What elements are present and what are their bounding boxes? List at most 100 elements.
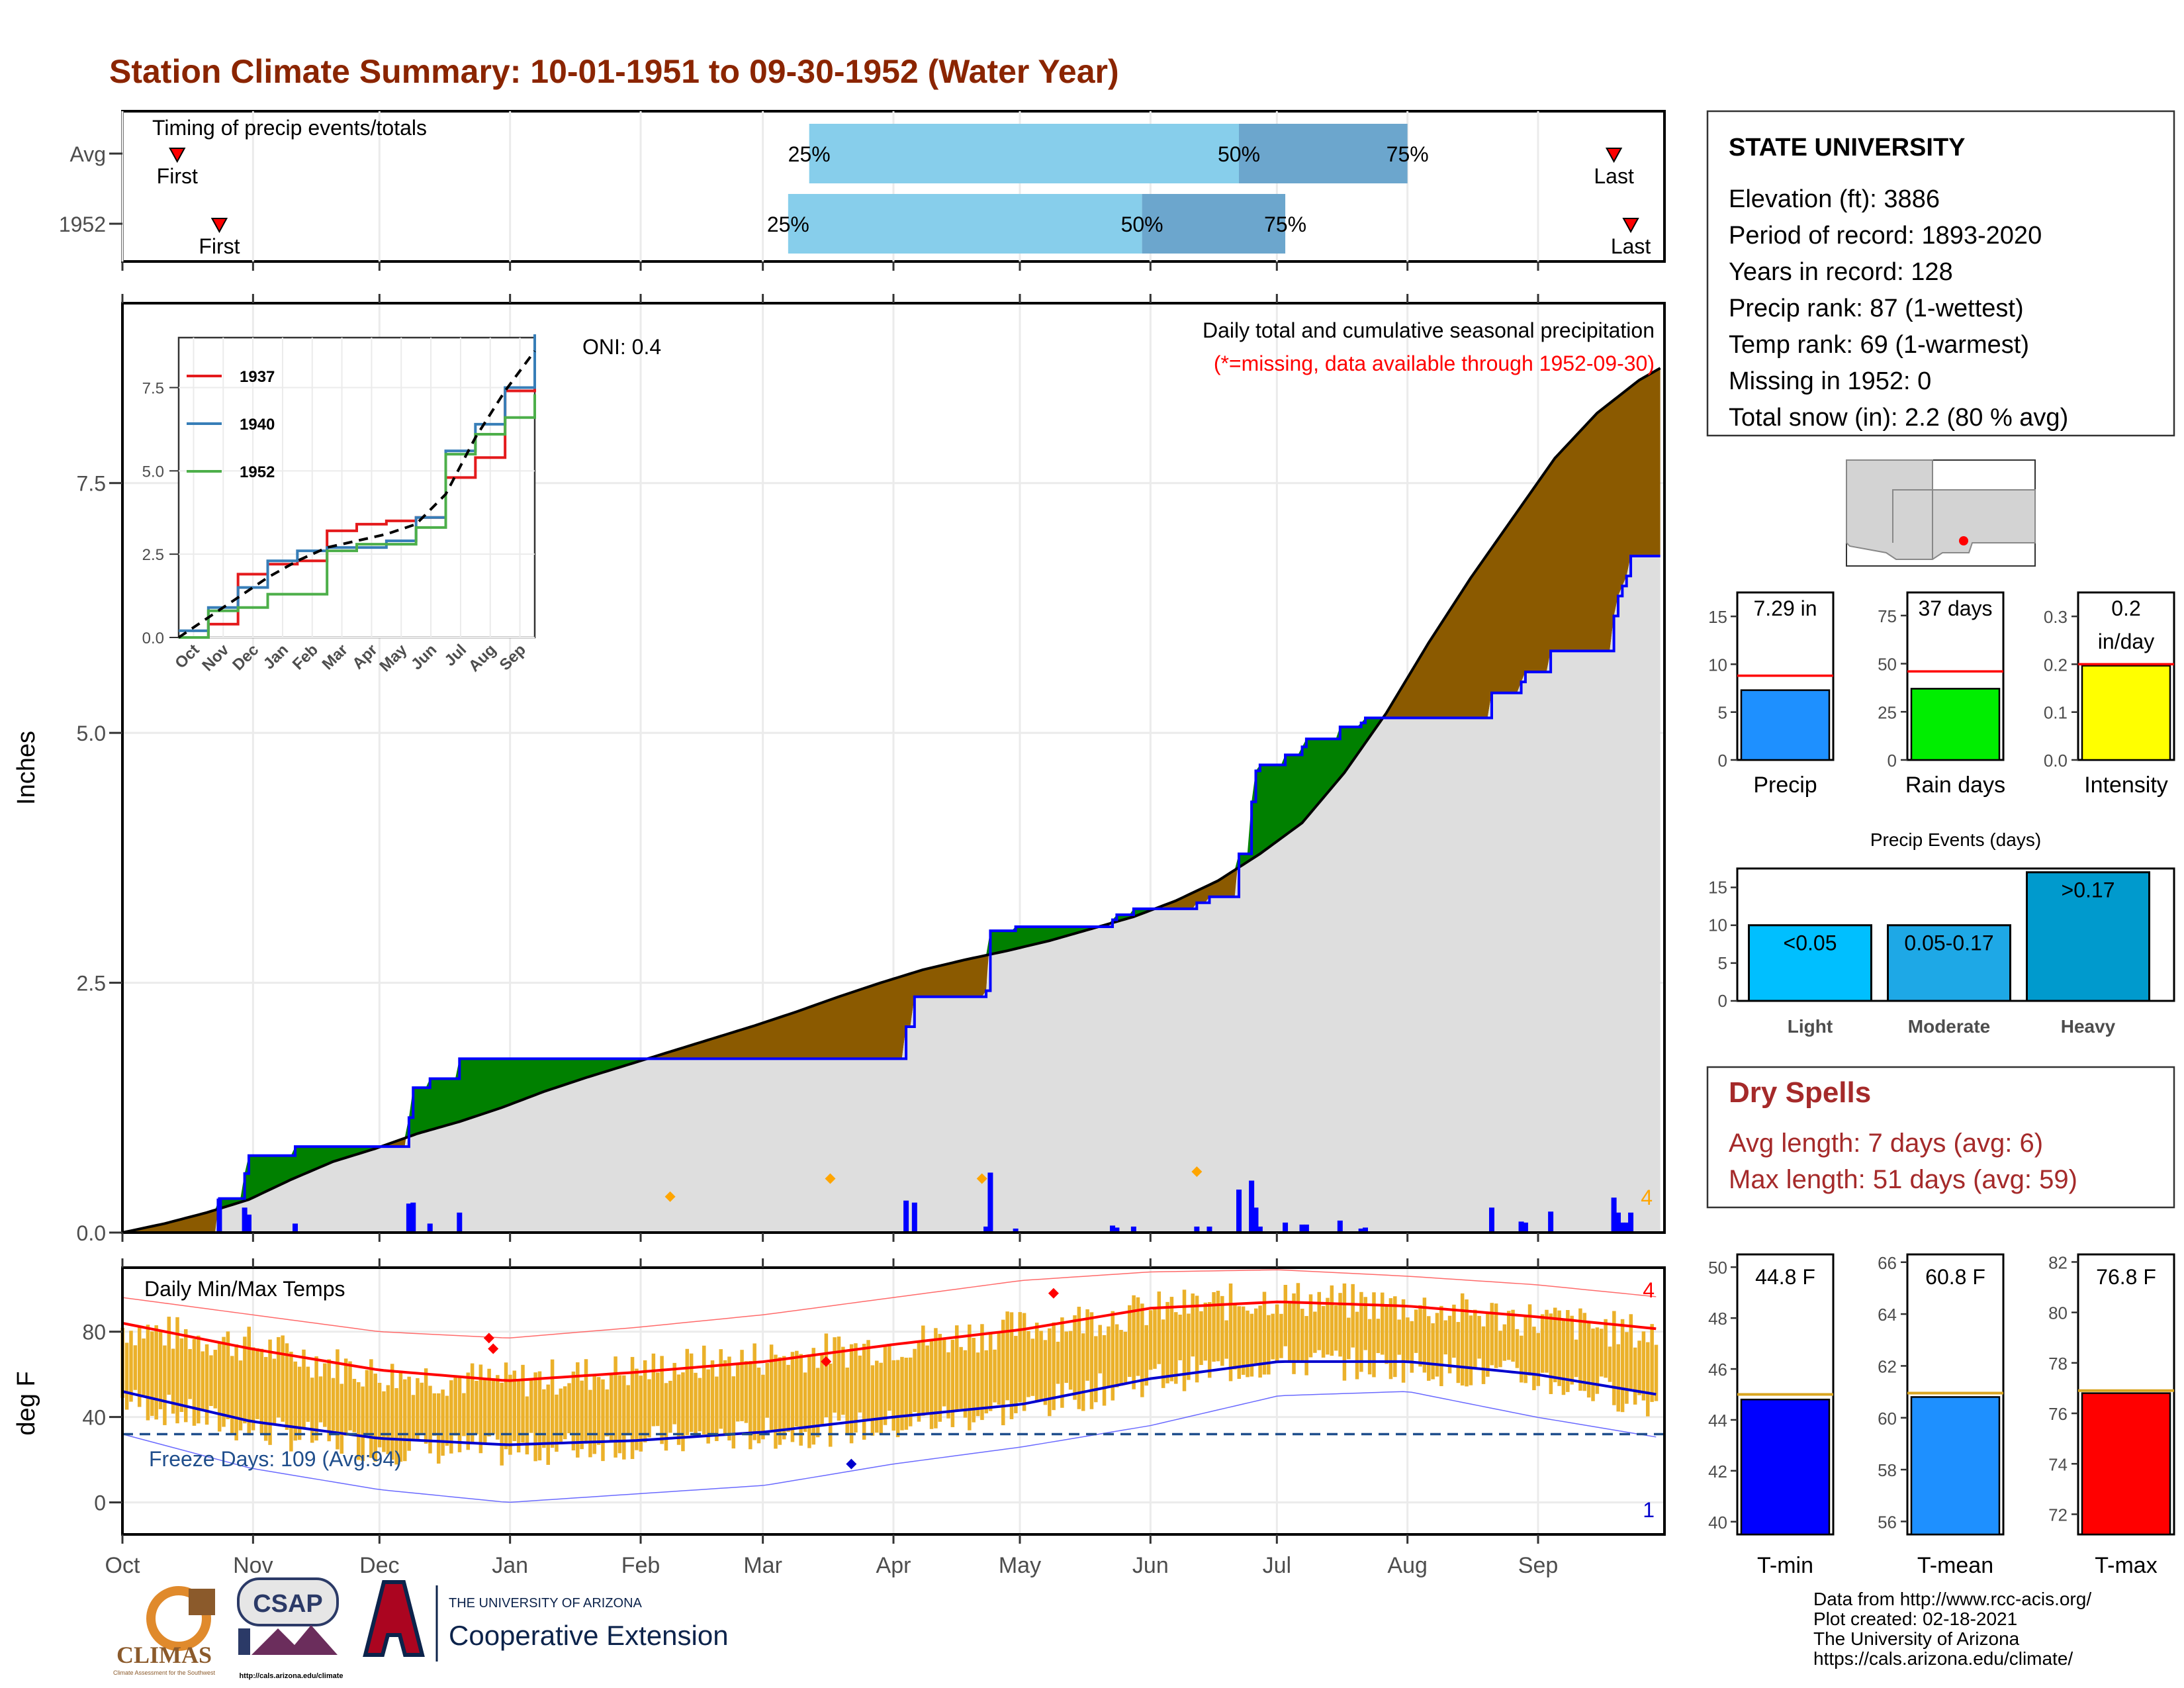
event-bar bbox=[1748, 924, 1872, 1002]
daily-temp-bar bbox=[226, 1331, 230, 1420]
q75-label: 75% bbox=[1264, 212, 1306, 236]
daily-temp-bar bbox=[1174, 1312, 1178, 1384]
daily-temp-bar bbox=[854, 1343, 858, 1433]
inset-y-tick-label: 2.5 bbox=[142, 546, 164, 564]
daily-precip-bar bbox=[1253, 1226, 1259, 1233]
inset-legend-label: 1952 bbox=[240, 463, 275, 481]
daily-temp-bar bbox=[1123, 1331, 1128, 1383]
daily-precip-bar bbox=[1303, 1224, 1309, 1233]
daily-temp-bar bbox=[681, 1372, 685, 1452]
daily-temp-bar bbox=[655, 1372, 660, 1427]
temp-summary-bar bbox=[1740, 1398, 1831, 1536]
precip-events-panel: Precip Events (days) <0.05 Light 0.05-0.17 M… bbox=[1708, 829, 2175, 1037]
daily-temp-bar bbox=[769, 1344, 774, 1430]
temp-summary-y-tick-label: 62 bbox=[1878, 1356, 1897, 1376]
daily-temp-bar bbox=[1195, 1295, 1199, 1383]
daily-temp-bar bbox=[1115, 1324, 1119, 1387]
daily-temp-bar bbox=[749, 1361, 752, 1450]
station-info: STATE UNIVERSITY Elevation (ft): 3886 Peri… bbox=[1706, 110, 2175, 437]
daily-temp-bar bbox=[1616, 1344, 1620, 1412]
daily-temp-bar bbox=[550, 1359, 555, 1448]
daily-precip-bar bbox=[1257, 1226, 1263, 1233]
daily-temp-bar bbox=[942, 1339, 946, 1407]
daily-temp-bar bbox=[883, 1345, 887, 1425]
daily-temp-bar bbox=[740, 1350, 744, 1421]
daily-temp-bar bbox=[1034, 1323, 1039, 1402]
daily-temp-bar bbox=[715, 1376, 719, 1441]
daily-temp-bar bbox=[1549, 1313, 1553, 1394]
y-tick-label: 80 bbox=[82, 1321, 106, 1344]
temp-summary-y-tick-label: 82 bbox=[2048, 1252, 2068, 1272]
temp-summary-label: T-mean bbox=[1917, 1553, 1993, 1578]
daily-temp-bar bbox=[1161, 1319, 1165, 1388]
daily-temp-bar bbox=[908, 1357, 913, 1427]
daily-temp-bar bbox=[323, 1363, 327, 1427]
record-high-marker bbox=[1048, 1288, 1059, 1299]
csap-logo-text: CSAP bbox=[253, 1590, 323, 1618]
temp-summary-y-tick-label: 64 bbox=[1878, 1305, 1897, 1325]
daily-temp-bar bbox=[1128, 1305, 1132, 1378]
daily-temp-bar bbox=[327, 1359, 331, 1442]
daily-temp-bar bbox=[668, 1380, 672, 1433]
daily-temp-bar bbox=[643, 1360, 647, 1442]
daily-temp-bar bbox=[373, 1374, 377, 1462]
inset-series-line bbox=[179, 364, 536, 639]
daily-temp-bar bbox=[1246, 1310, 1250, 1378]
daily-temp-bar bbox=[968, 1324, 972, 1430]
daily-temp-bar bbox=[1203, 1302, 1208, 1361]
inset-y-tick-label: 5.0 bbox=[142, 463, 164, 481]
daily-temp-bar bbox=[129, 1331, 133, 1402]
daily-temp-bar bbox=[605, 1389, 610, 1436]
daily-temp-bar bbox=[146, 1325, 150, 1421]
daily-temp-bar bbox=[731, 1376, 736, 1449]
daily-temp-bar bbox=[963, 1350, 968, 1418]
daily-temp-bar bbox=[710, 1360, 715, 1436]
dry-spells-panel: Dry Spells Avg length: 7 days (avg: 6) Max… bbox=[1706, 1066, 2175, 1209]
events-y-tick-label: 5 bbox=[1718, 953, 1727, 973]
daily-temp-bar bbox=[647, 1379, 651, 1438]
daily-temp-bar bbox=[416, 1378, 420, 1440]
temp-summary-y-tick-label: 58 bbox=[1878, 1460, 1897, 1480]
record-high-marker bbox=[821, 1356, 832, 1367]
daily-temp-bar bbox=[698, 1378, 702, 1432]
q50-label: 50% bbox=[1121, 212, 1163, 236]
summary-y-tick-label: 0.0 bbox=[2044, 751, 2068, 771]
daily-temp-bar bbox=[1524, 1315, 1527, 1383]
x-tick-label: Oct bbox=[105, 1553, 140, 1578]
daily-temp-bar bbox=[841, 1346, 845, 1415]
daily-temp-bar bbox=[1233, 1303, 1237, 1370]
daily-temp-bar bbox=[542, 1389, 546, 1448]
dry-spells-title: Dry Spells bbox=[1729, 1076, 1871, 1109]
daily-temp-bar bbox=[1026, 1331, 1030, 1397]
daily-temp-bar bbox=[803, 1372, 807, 1432]
daily-temp-bar bbox=[1570, 1315, 1574, 1385]
q25-label: 25% bbox=[788, 142, 831, 166]
daily-temp-bar bbox=[1165, 1301, 1169, 1383]
daily-temp-bar bbox=[1018, 1312, 1022, 1403]
daily-precip-bar bbox=[1299, 1224, 1305, 1233]
temp-summary-bars: 44.8 F 40 42 44 46 48 50 T-min 60.8 F 56 58 60 62 64 6… bbox=[1708, 1252, 2175, 1578]
daily-temp-bar bbox=[188, 1348, 192, 1399]
daily-temp-bar bbox=[1641, 1331, 1646, 1401]
dry-spells-box bbox=[1706, 1066, 2175, 1209]
summary-y-tick-label: 10 bbox=[1708, 655, 1727, 675]
summary-value-label: 0.2 bbox=[2111, 596, 2140, 620]
daily-temp-bar bbox=[1520, 1335, 1524, 1383]
daily-temp-bar bbox=[1136, 1297, 1140, 1376]
daily-temp-bar bbox=[336, 1349, 340, 1450]
daily-temp-bar bbox=[1431, 1323, 1435, 1380]
daily-temp-bar bbox=[1216, 1290, 1220, 1362]
daily-temp-bar bbox=[293, 1361, 298, 1441]
daily-temp-bar bbox=[150, 1331, 154, 1416]
daily-temp-bar bbox=[500, 1382, 504, 1466]
daily-temp-bar bbox=[685, 1348, 690, 1436]
daily-temp-bar bbox=[213, 1350, 218, 1409]
station-detail: Elevation (ft): 3886 bbox=[1729, 185, 1940, 213]
daily-temp-bar bbox=[596, 1377, 601, 1445]
daily-temp-bar bbox=[1241, 1306, 1246, 1375]
daily-precip-bar bbox=[911, 1202, 917, 1233]
daily-temp-bar bbox=[980, 1324, 984, 1421]
daily-temp-bar bbox=[571, 1371, 576, 1451]
temp-summary-value: 44.8 F bbox=[1755, 1265, 1815, 1289]
daily-precip-bar bbox=[1337, 1220, 1343, 1233]
